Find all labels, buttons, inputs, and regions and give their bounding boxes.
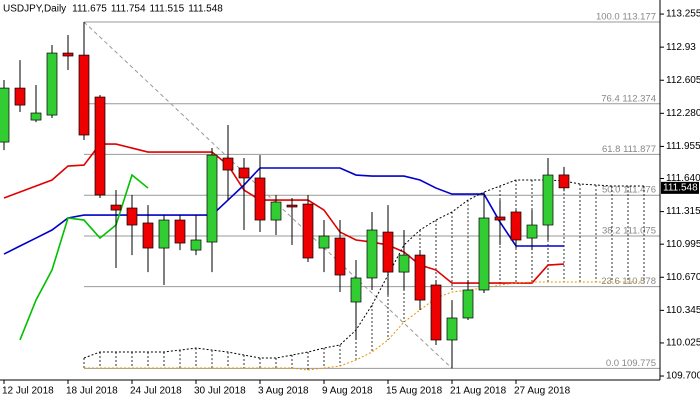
header-value: 111.548: [188, 4, 223, 15]
y-tick-label: 111.640: [666, 173, 700, 184]
candle-body: [254, 177, 266, 221]
fib-label: 76.4 112.374: [601, 93, 656, 104]
y-tick-label: 111.315: [666, 206, 700, 217]
x-tick-label: 21 Aug 2018: [450, 386, 507, 397]
indicator-line: [3, 167, 564, 255]
fib-label: 50.0 111.476: [602, 185, 656, 196]
candle-body: [62, 52, 74, 57]
candle-body: [318, 235, 330, 249]
candle-body: [462, 289, 474, 319]
candle-body: [414, 254, 426, 301]
candle-body: [430, 284, 442, 341]
candle-body: [78, 54, 90, 136]
y-tick-label: 112.605: [666, 75, 700, 86]
candle-body: [94, 96, 106, 196]
y-tick-label: 110.345: [666, 305, 700, 316]
header-value: 111.515: [150, 4, 185, 15]
candle-body: [382, 231, 394, 273]
header-value: 111.675: [72, 4, 107, 15]
candle-body: [126, 207, 138, 226]
candle-body: [222, 157, 234, 171]
candle-body: [510, 211, 522, 241]
x-tick-label: 18 Jul 2018: [66, 386, 118, 397]
y-tick-label: 110.995: [666, 239, 700, 250]
x-tick-label: 15 Aug 2018: [386, 386, 443, 397]
candle-body: [30, 112, 42, 121]
candle-body: [334, 237, 346, 276]
y-tick-label: 111.955: [666, 141, 700, 152]
candle-body: [110, 204, 122, 211]
x-tick-label: 27 Aug 2018: [514, 386, 571, 397]
last-price-label: 111.548: [663, 183, 698, 194]
candle-body: [270, 201, 282, 221]
plot: 100.0 113.177 76.4 112.374 61.8 111.877 50.…: [0, 12, 660, 371]
candle-body: [238, 167, 250, 179]
candle-body: [494, 216, 506, 221]
x-tick-label: 9 Aug 2018: [322, 386, 373, 397]
candle-body: [174, 219, 186, 244]
candle-body: [398, 254, 410, 273]
y-tick-label: 113.255: [666, 9, 700, 20]
candle-body: [0, 87, 10, 143]
x-tick-label: 30 Jul 2018: [194, 386, 246, 397]
candle-body: [190, 239, 202, 251]
x-tick-label: 24 Jul 2018: [130, 386, 182, 397]
y-tick-label: 112.280: [666, 108, 700, 119]
fib-diagonal: [83, 21, 453, 369]
candle-body: [542, 174, 554, 226]
candle-body: [302, 203, 314, 259]
candle-body: [46, 52, 58, 116]
fib-label: 100.0 113.177: [596, 12, 656, 23]
chart-title: USDJPY,Daily: [3, 4, 66, 15]
candle-body: [286, 204, 298, 208]
candle-body: [478, 217, 490, 291]
indicator-line: [84, 281, 644, 371]
fib-label: 38.2 111.075: [602, 226, 656, 237]
y-tick-label: 110.025: [666, 338, 700, 349]
y-tick-label: 110.670: [666, 272, 700, 283]
candle-body: [366, 229, 378, 279]
header-value: 111.754: [111, 4, 146, 15]
last-price-box: [661, 181, 699, 194]
candle-body: [526, 224, 538, 239]
candle-body: [350, 277, 362, 303]
candle-body: [158, 219, 170, 249]
candle-body: [206, 154, 218, 243]
indicator-line: [19, 173, 149, 341]
y-tick-label: 109.700: [666, 371, 700, 382]
x-tick-label: 3 Aug 2018: [258, 386, 309, 397]
candle-body: [142, 222, 154, 249]
fib-label: 61.8 111.877: [602, 144, 656, 155]
candle-body: [446, 317, 458, 341]
y-tick-label: 112.93: [666, 42, 696, 53]
candle-body: [14, 87, 26, 106]
candle-body: [558, 174, 570, 189]
x-tick-label: 12 Jul 2018: [2, 386, 54, 397]
fib-label: 0.0 109.775: [606, 358, 656, 369]
